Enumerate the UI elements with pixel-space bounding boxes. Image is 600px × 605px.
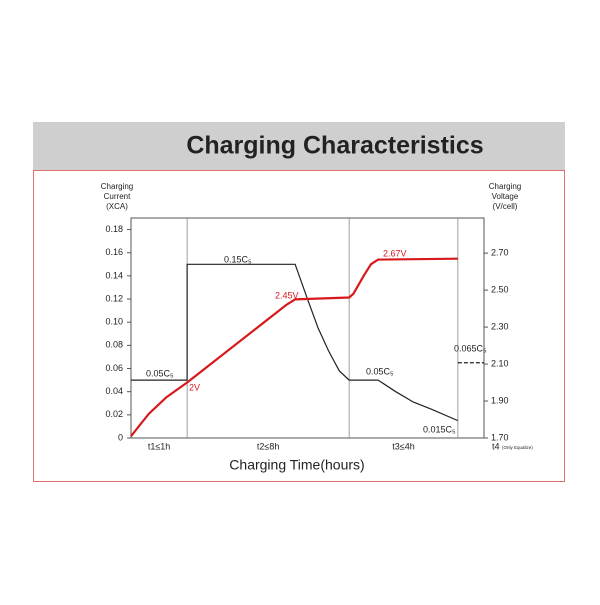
- y2-tick-label: 2.10: [491, 358, 509, 368]
- header-band: [33, 122, 565, 170]
- phase-label: t1≤1h: [148, 441, 170, 451]
- annotation: 2.45V: [275, 290, 299, 300]
- annotation: 0.15C₅: [224, 254, 252, 264]
- y2-tick-label: 2.50: [491, 284, 509, 294]
- annotation: 2V: [189, 382, 200, 392]
- phase-label: t4: [492, 441, 500, 451]
- plot-frame: [130, 217, 485, 439]
- annotation: 0.05C₅: [146, 368, 174, 378]
- y-tick-label: 0.14: [105, 270, 123, 280]
- annotation: 0.065C₅: [454, 343, 487, 353]
- annotation: 0.05C₅: [366, 366, 394, 376]
- y-tick-label: 0.18: [105, 224, 123, 234]
- y-axis-title: Current: [104, 192, 131, 201]
- series-line: [130, 257, 458, 437]
- y-tick-label: 0.16: [105, 247, 123, 257]
- annotation: 2.67V: [383, 248, 407, 258]
- y-tick-label: 0.12: [105, 293, 123, 303]
- y2-axis-title: Charging: [489, 182, 521, 191]
- phase-label: t2≤8h: [257, 441, 279, 451]
- y-tick-label: 0.04: [105, 386, 123, 396]
- y-tick-label: 0.02: [105, 409, 123, 419]
- frame: [33, 170, 565, 482]
- chart-title: Charging Characteristics: [186, 132, 483, 160]
- y2-axis-title: Voltage: [492, 192, 519, 201]
- y-tick-label: 0.06: [105, 363, 123, 373]
- phase-note: (Only Equalize): [502, 445, 533, 450]
- y-tick-label: 0.10: [105, 317, 123, 327]
- series-line: [131, 263, 459, 422]
- y2-tick-label: 2.70: [491, 248, 509, 258]
- y2-tick-label: 2.30: [491, 321, 509, 331]
- y-tick-label: 0.08: [105, 340, 123, 350]
- annotation: 0.015C₅: [423, 424, 456, 434]
- y2-tick-label: 1.90: [491, 395, 509, 405]
- x-axis-title: Charging Time(hours): [229, 457, 364, 473]
- y-axis-title: Charging: [101, 182, 133, 191]
- phase-label: t3≤4h: [392, 441, 414, 451]
- y-axis-title: (XCA): [106, 202, 128, 211]
- y-tick-label: 0: [118, 432, 123, 442]
- y2-tick-label: 1.70: [491, 432, 509, 442]
- y2-axis-title: (V/cell): [493, 202, 518, 211]
